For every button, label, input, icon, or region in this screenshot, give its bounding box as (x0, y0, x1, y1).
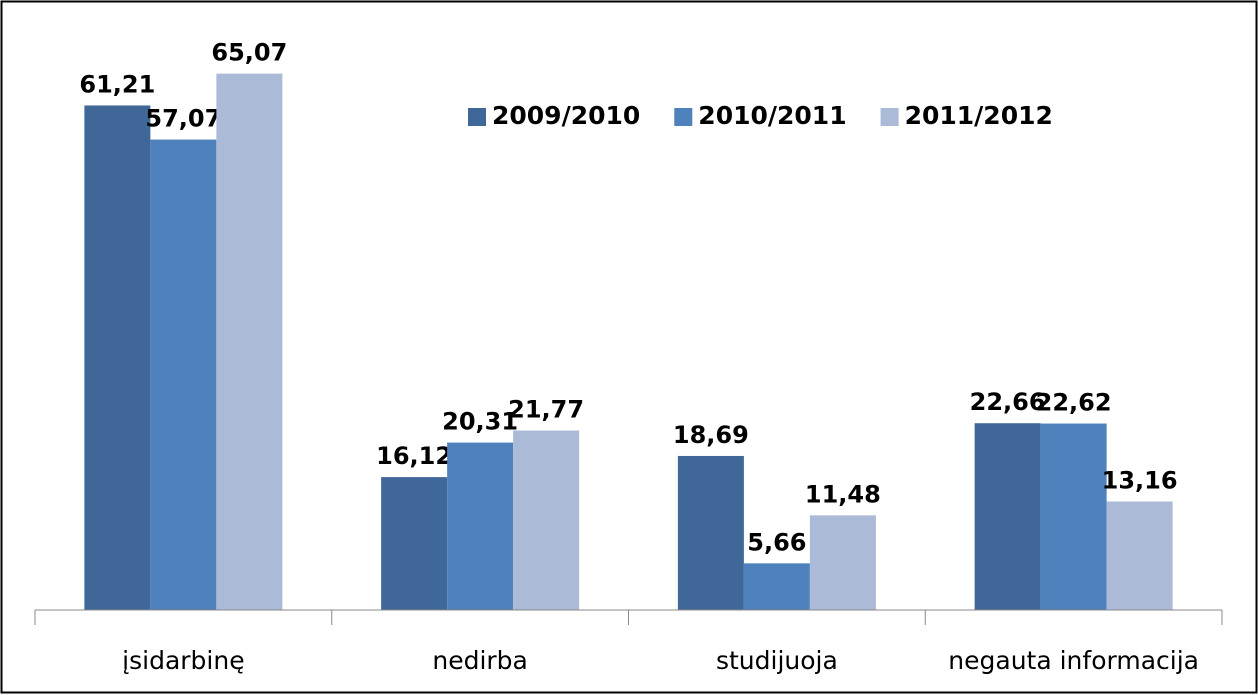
value-label: 20,31 (442, 408, 518, 436)
legend-label: 2010/2011 (698, 101, 846, 130)
bar (1040, 423, 1107, 610)
legend-label: 2009/2010 (492, 101, 640, 130)
value-label: 61,21 (79, 70, 155, 98)
legend-swatch (468, 108, 486, 126)
value-label: 22,66 (970, 388, 1046, 416)
bar (447, 442, 514, 610)
bar (809, 515, 876, 610)
bar (974, 423, 1041, 610)
bar (743, 563, 810, 610)
x-tick-label: nedirba (432, 646, 528, 675)
value-label: 16,12 (376, 442, 452, 470)
value-label: 5,66 (747, 528, 806, 556)
bar (1106, 501, 1173, 610)
value-label: 11,48 (805, 480, 881, 508)
value-label: 57,07 (145, 105, 221, 133)
x-tick-label: negauta informacija (948, 646, 1199, 675)
bar (677, 455, 744, 610)
value-label: 65,07 (211, 39, 287, 67)
bar (84, 105, 151, 610)
x-tick-label: studijuoja (716, 646, 838, 675)
legend-swatch (674, 108, 693, 126)
value-label: 18,69 (673, 421, 749, 449)
bar (513, 430, 580, 610)
value-label: 13,16 (1102, 467, 1178, 495)
bar (216, 73, 283, 611)
value-label: 21,77 (508, 396, 584, 424)
legend-label: 2011/2012 (905, 101, 1053, 130)
bar (381, 477, 448, 610)
value-label: 22,62 (1036, 389, 1112, 417)
legend-swatch (880, 108, 899, 126)
bar (150, 139, 217, 610)
x-tick-label: įsidarbinę (122, 646, 244, 675)
